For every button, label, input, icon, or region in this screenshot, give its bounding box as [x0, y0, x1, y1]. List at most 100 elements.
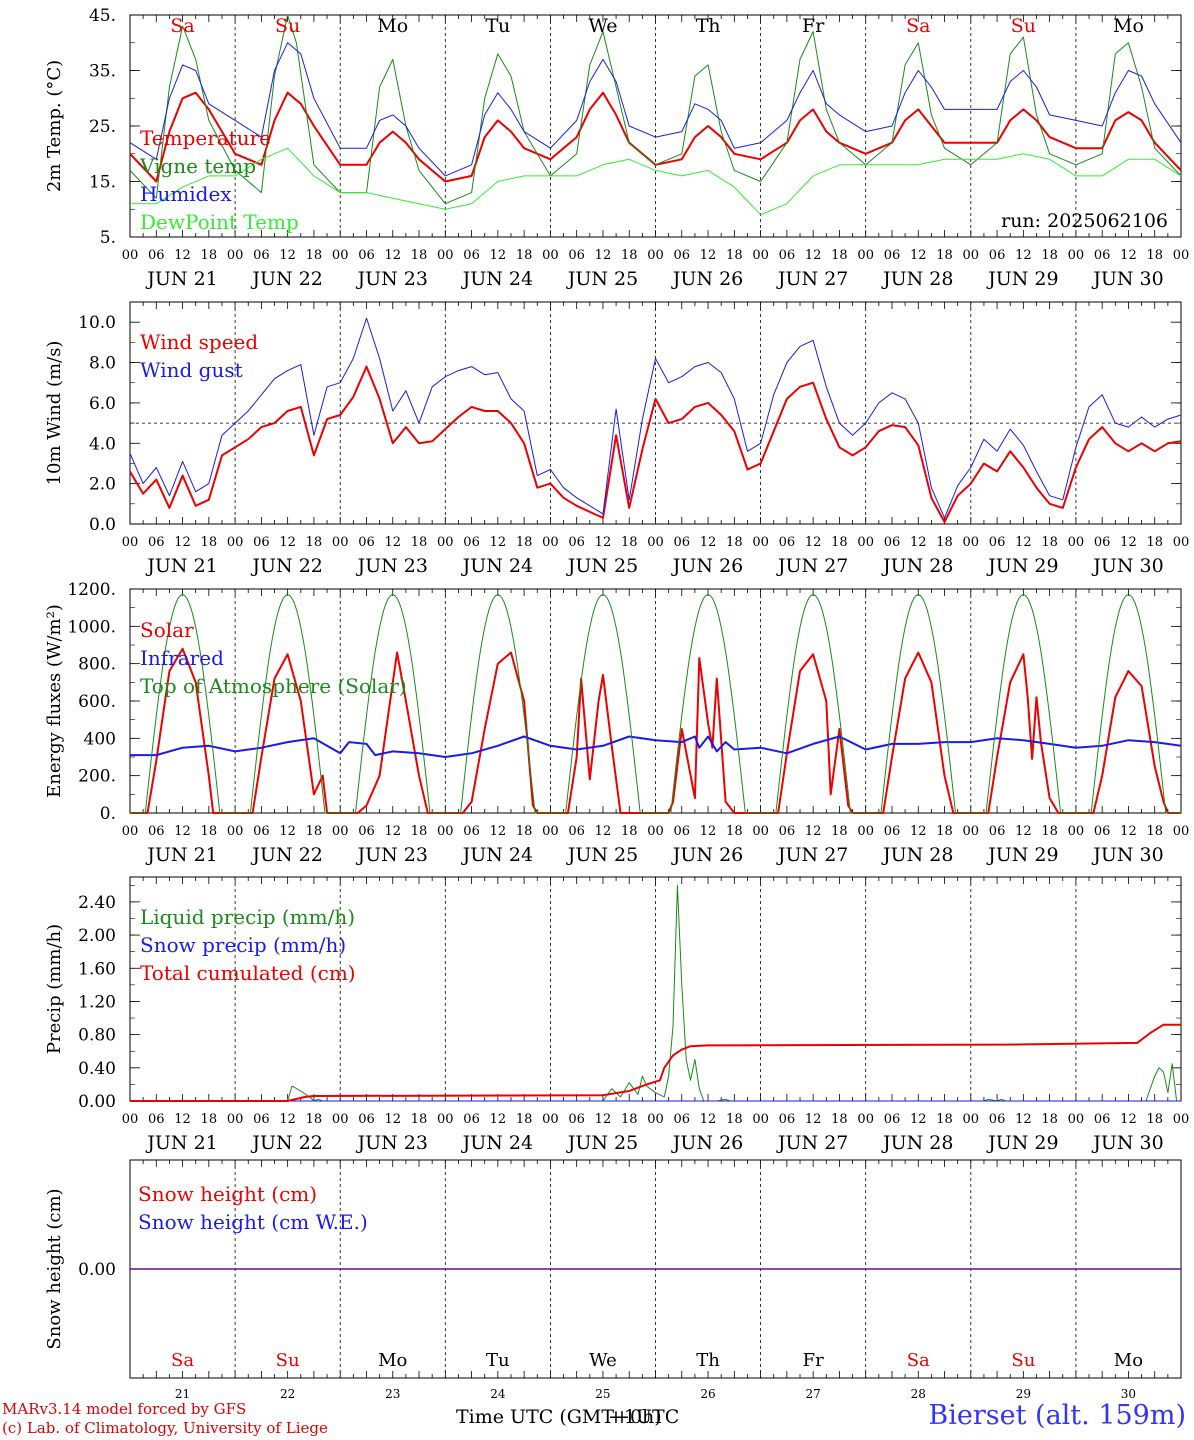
hour-tick-label: 12: [1015, 248, 1032, 263]
y-tick-label: 6.0: [89, 394, 116, 414]
panel-1: 5. 15. 25. 35. 45. 2m Temp. (°C) Temperature Vi…: [44, 6, 1189, 290]
panel-frame: [129, 588, 1182, 814]
date-label: JUN 26: [671, 555, 743, 577]
hour-tick-label: 06: [779, 535, 796, 550]
hour-tick-label: 12: [490, 824, 507, 839]
y-tick-label: 25.: [89, 117, 116, 137]
hour-tick-label: 18: [306, 248, 323, 263]
hour-tick-label: 00: [647, 824, 664, 839]
hour-tick-label: 00: [542, 535, 559, 550]
legend-entry: Humidex: [140, 182, 232, 206]
series-line-wind-speed: [129, 365, 1182, 523]
hour-tick-label: 06: [148, 824, 165, 839]
hour-tick-label: 12: [279, 535, 296, 550]
weekday-label: Sa: [907, 1350, 930, 1371]
hour-tick-label: 00: [857, 248, 874, 263]
hour-tick-label: 06: [1094, 535, 1111, 550]
date-label: JUN 26: [671, 1132, 743, 1154]
date-label: JUN 28: [881, 1132, 953, 1154]
hour-tick-label: 06: [253, 1112, 270, 1127]
hour-tick-label: 06: [989, 824, 1006, 839]
date-label: JUN 26: [671, 844, 743, 866]
hour-tick-label: 18: [516, 535, 533, 550]
y-axis-label: Energy fluxes (W/m²): [44, 604, 65, 798]
panel-4: 0.00 0.40 0.80 1.20 1.60 2.00 2.40 Precip (mm/h…: [44, 876, 1190, 1154]
hour-tick-label: 00: [963, 535, 980, 550]
y-tick-label: 600.: [78, 692, 116, 712]
hour-tick-label: 18: [936, 824, 953, 839]
hour-tick-label: 00: [122, 1112, 139, 1127]
hour-tick-label: 12: [910, 1112, 927, 1127]
hour-tick-label: 18: [1146, 248, 1163, 263]
date-label: JUN 27: [776, 1132, 848, 1154]
hour-tick-label: 12: [595, 1112, 612, 1127]
hour-tick-label: 18: [1041, 248, 1058, 263]
y-tick-label: 0.00: [78, 1260, 116, 1280]
date-label: JUN 28: [881, 555, 953, 577]
hour-tick-label: 00: [647, 535, 664, 550]
date-label: JUN 21: [145, 844, 217, 866]
weekday-label: Tu: [485, 15, 510, 37]
weekday-label: Th: [696, 1350, 720, 1371]
hour-tick-label: 06: [1094, 824, 1111, 839]
date-label: JUN 24: [461, 555, 533, 577]
hour-tick-label: 06: [568, 248, 585, 263]
y-axis-label: 10m Wind (m/s): [44, 341, 65, 486]
hour-tick-label: 00: [1173, 1112, 1190, 1127]
date-label: JUN 29: [986, 268, 1058, 290]
hour-tick-label: 18: [516, 248, 533, 263]
hour-tick-label: 00: [227, 824, 244, 839]
hour-tick-label: 06: [989, 1112, 1006, 1127]
hour-tick-label: 12: [490, 535, 507, 550]
day-number-label: 25: [595, 1387, 610, 1401]
date-label: JUN 28: [881, 268, 953, 290]
series-line-top-of-atmosphere-solar-: [130, 594, 1181, 814]
weekday-label: We: [588, 15, 617, 37]
panel-3: 0. 200. 400 600. 800. 1000. 1200.Energy fluxes…: [44, 580, 1189, 866]
date-label: JUN 22: [250, 1132, 322, 1154]
hour-tick-label: 12: [700, 535, 717, 550]
hour-tick-label: 00: [227, 1112, 244, 1127]
hour-tick-label: 18: [516, 1112, 533, 1127]
hour-tick-label: 18: [306, 535, 323, 550]
hour-tick-label: 00: [752, 824, 769, 839]
hour-tick-label: 18: [201, 535, 218, 550]
date-label: JUN 22: [250, 555, 322, 577]
hour-tick-label: 18: [726, 248, 743, 263]
day-number-label: 23: [385, 1387, 400, 1401]
weekday-label: Fr: [803, 1350, 824, 1371]
date-label: JUN 28: [881, 844, 953, 866]
hour-tick-label: 06: [779, 1112, 796, 1127]
hour-tick-label: 06: [674, 824, 691, 839]
hour-tick-label: 12: [174, 535, 191, 550]
hour-tick-label: 12: [279, 1112, 296, 1127]
y-tick-label: 2.00: [78, 926, 116, 946]
y-tick-label: 2.40: [78, 893, 116, 913]
hour-tick-label: 00: [437, 535, 454, 550]
hour-tick-label: 12: [279, 824, 296, 839]
legend-entry: Top of Atmosphere (Solar): [140, 674, 407, 698]
y-tick-label: 10.0: [78, 313, 116, 333]
hour-tick-label: 12: [700, 824, 717, 839]
hour-tick-label: 06: [779, 248, 796, 263]
date-label: JUN 21: [145, 268, 217, 290]
date-label: JUN 29: [986, 555, 1058, 577]
hour-tick-label: 00: [437, 1112, 454, 1127]
date-label: JUN 25: [566, 1132, 638, 1154]
y-axis-label: Snow height (cm): [44, 1188, 65, 1349]
weekday-label: Tu: [486, 1350, 510, 1371]
day-number-label: 22: [280, 1387, 295, 1401]
hour-tick-label: 00: [752, 1112, 769, 1127]
hour-tick-label: 18: [1146, 1112, 1163, 1127]
hour-tick-label: 00: [542, 248, 559, 263]
hour-tick-label: 00: [1068, 535, 1085, 550]
hour-tick-label: 00: [963, 824, 980, 839]
date-label: JUN 30: [1091, 555, 1163, 577]
hour-tick-label: 06: [253, 248, 270, 263]
y-tick-label: 1200.: [67, 580, 116, 600]
hour-tick-label: 00: [437, 824, 454, 839]
hour-tick-label: 06: [884, 535, 901, 550]
hour-tick-label: 00: [752, 535, 769, 550]
hour-tick-label: 00: [647, 248, 664, 263]
hour-tick-label: 12: [490, 248, 507, 263]
